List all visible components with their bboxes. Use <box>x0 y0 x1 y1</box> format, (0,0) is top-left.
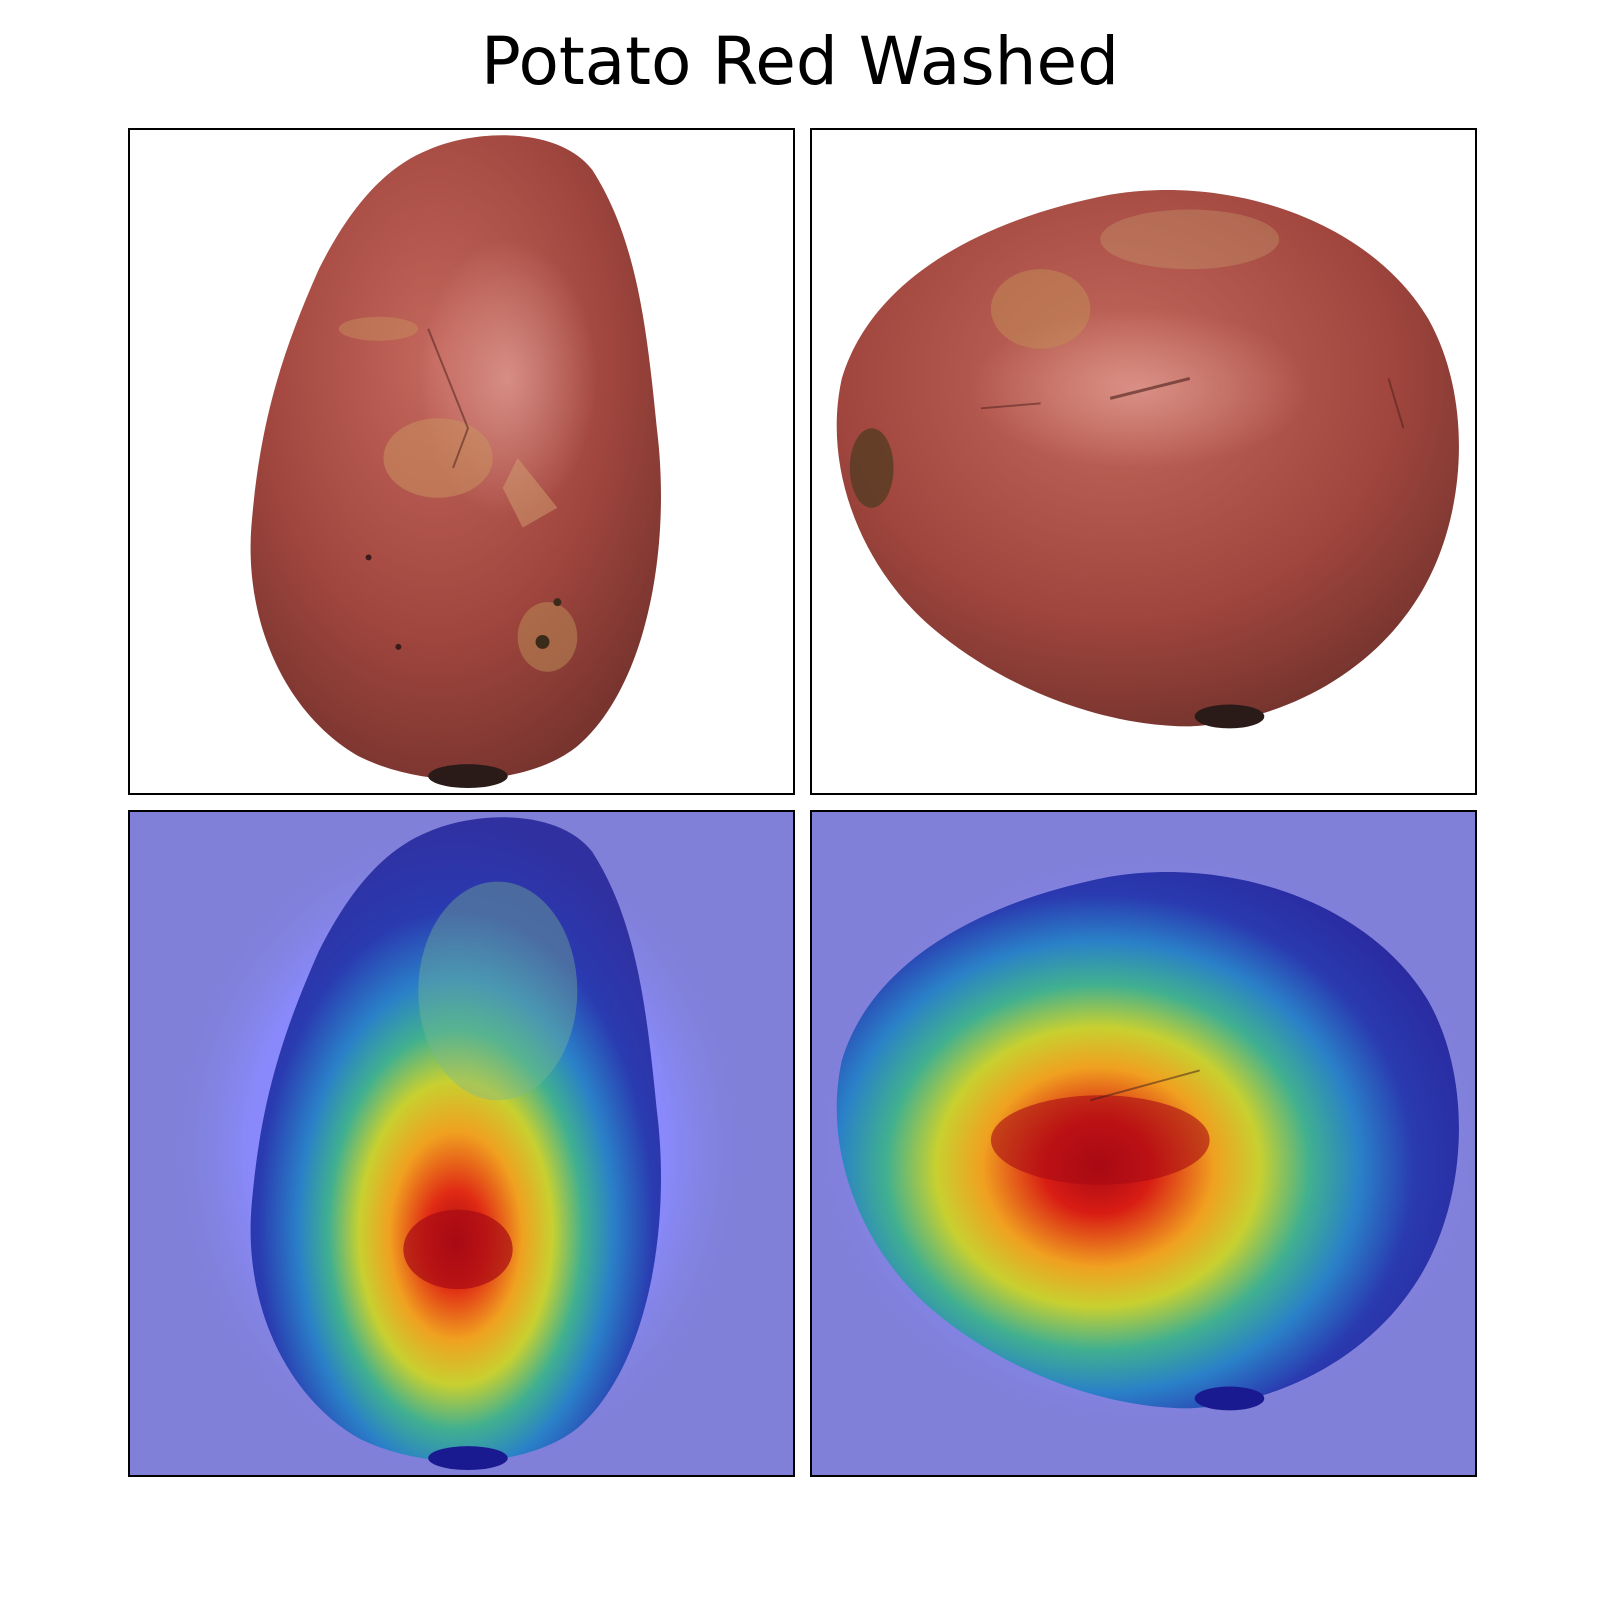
tilted-potato-photo <box>812 130 1475 793</box>
potato-heat-body <box>250 817 661 1462</box>
heatmap-panel-tilted-potato <box>810 810 1477 1477</box>
figure-title: Potato Red Washed <box>481 23 1119 100</box>
heatmap-panel-upright-potato <box>128 810 795 1477</box>
photo-panel-tilted-potato <box>810 128 1477 795</box>
upright-potato-photo <box>130 130 793 793</box>
photo-panel-upright-potato <box>128 128 795 795</box>
tilted-potato-heatmap <box>812 812 1475 1475</box>
upright-potato-heatmap <box>130 812 793 1475</box>
